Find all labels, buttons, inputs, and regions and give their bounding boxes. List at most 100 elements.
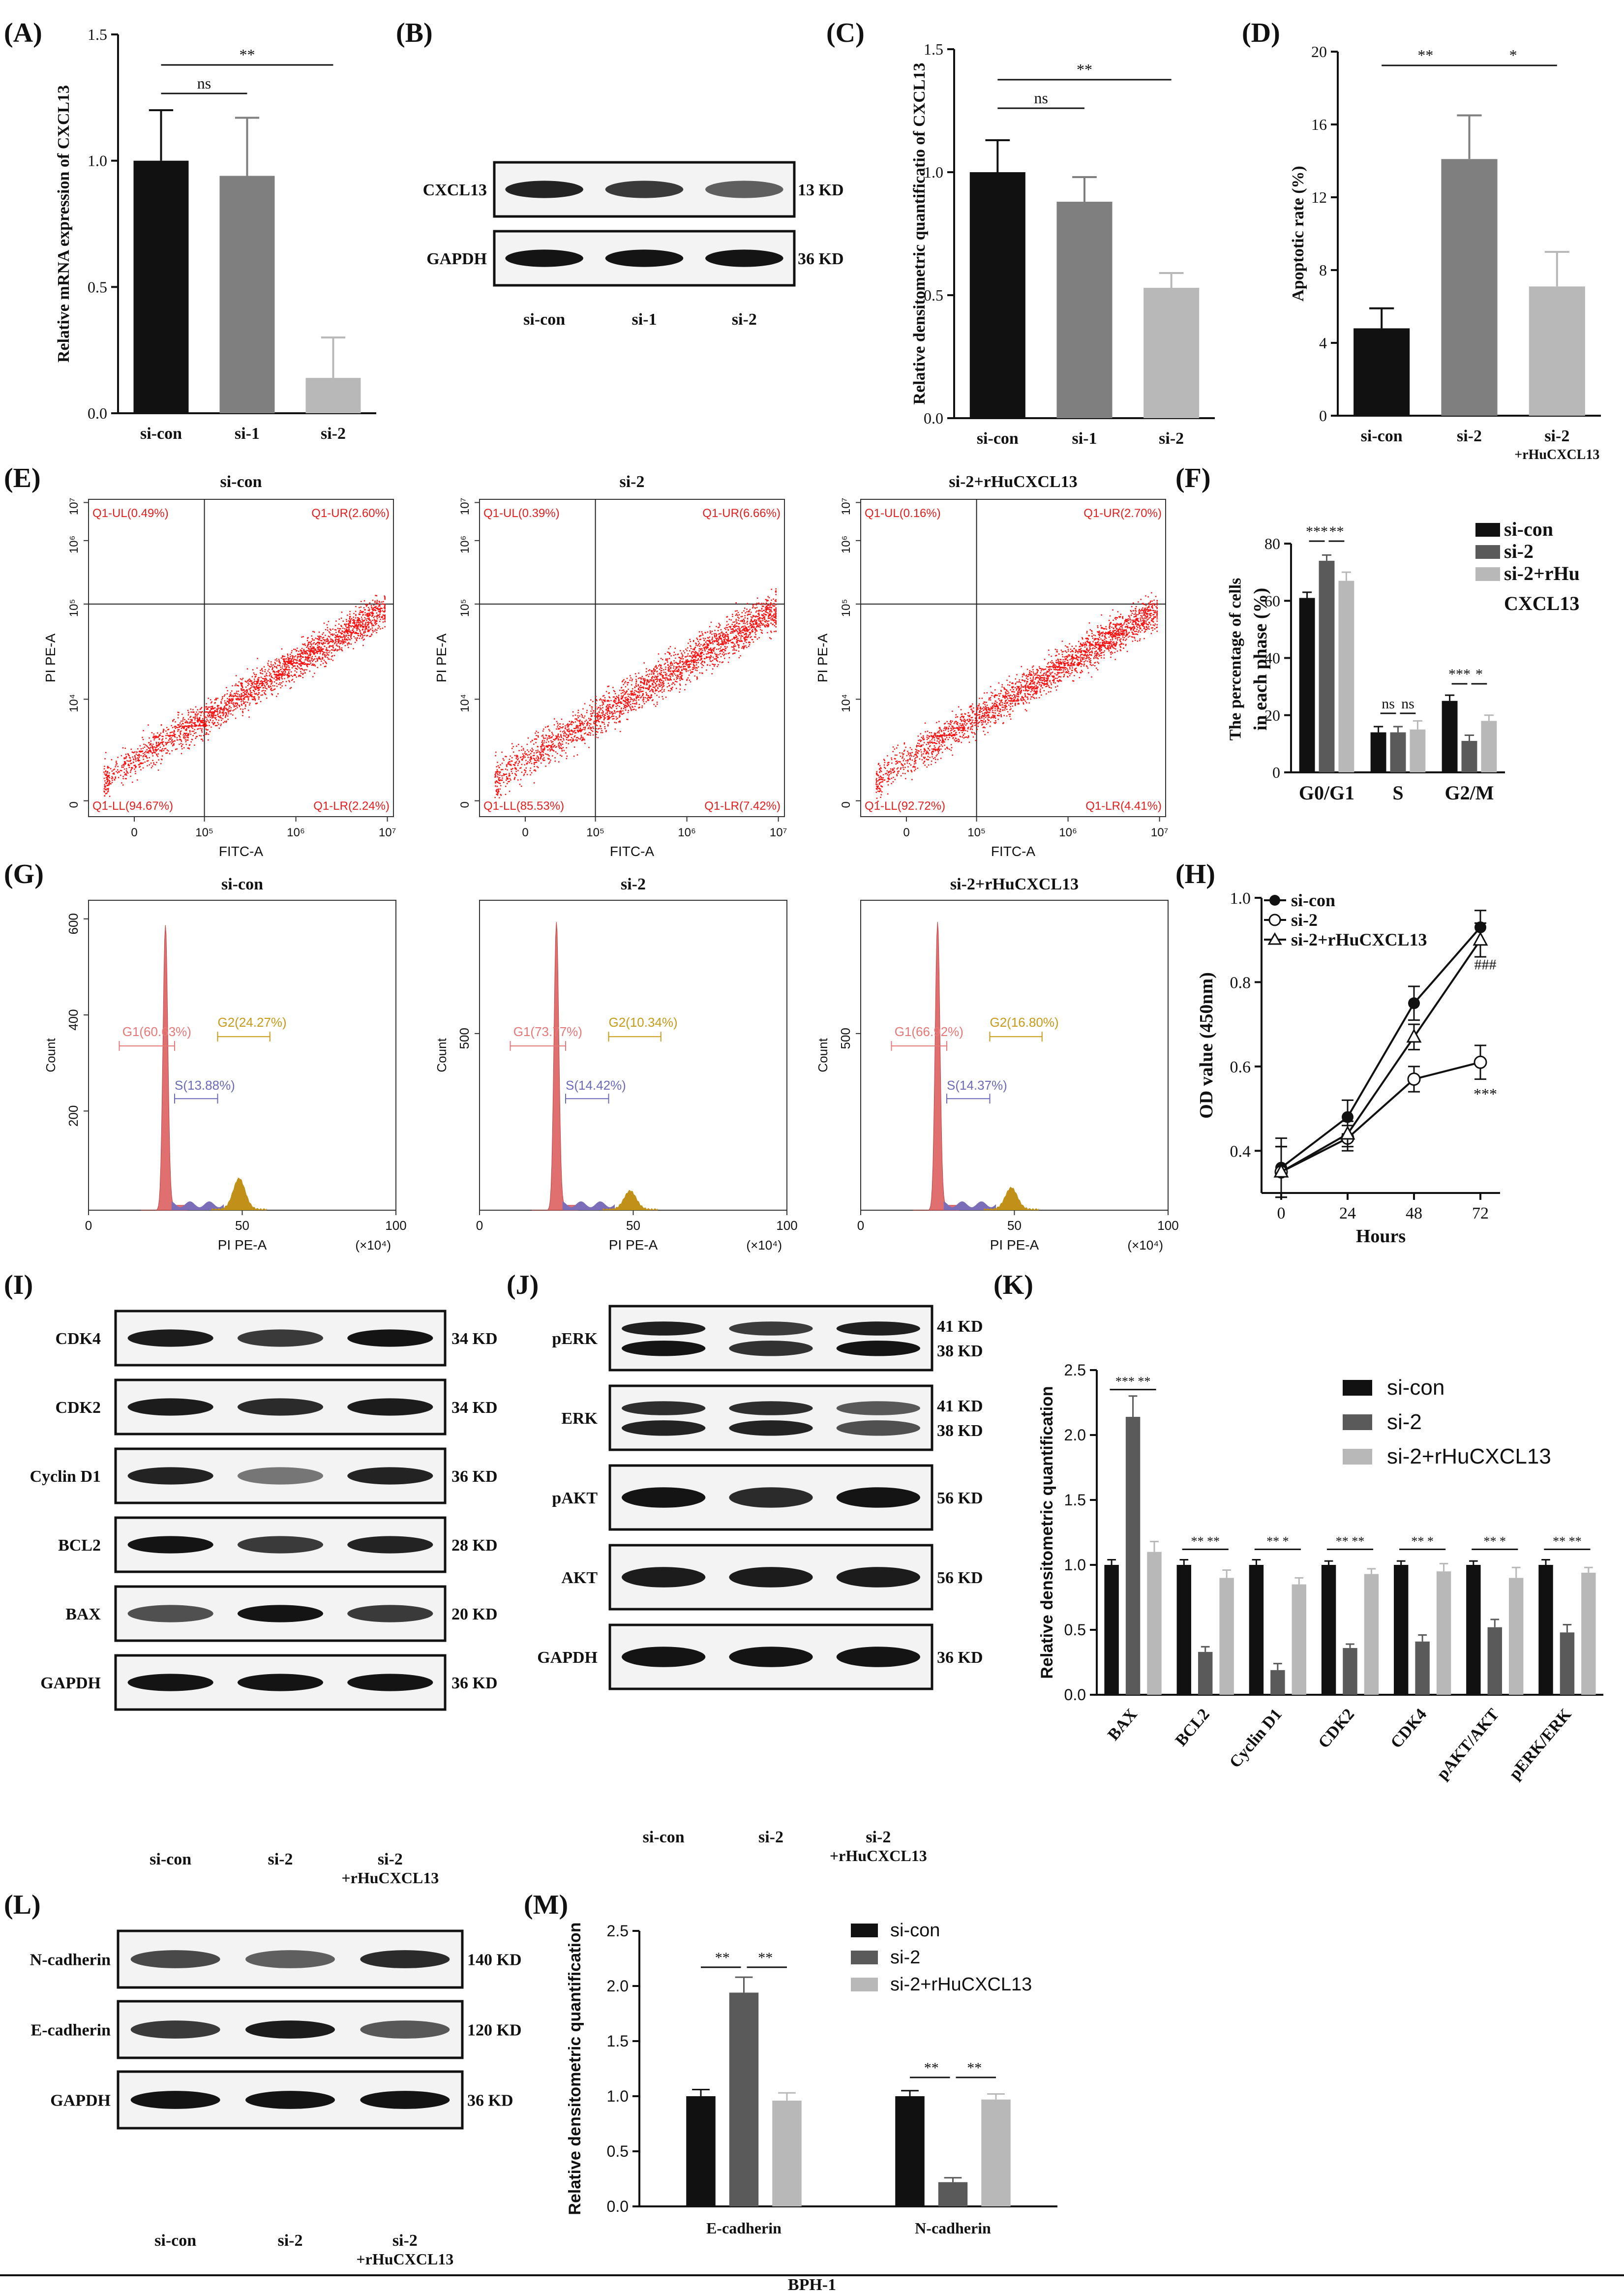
bar (1249, 1565, 1264, 1695)
protein-band (237, 1398, 324, 1416)
blot-lane-label: si-2 (378, 1850, 403, 1868)
protein-band (705, 249, 783, 267)
x-tick-label: 0 (857, 1218, 864, 1233)
blot-lane-label: si-2 (732, 310, 757, 329)
blot-lane-label: si-con (643, 1828, 685, 1846)
histogram-plot: G1(66.92%) G2(16.80%) S(14.37%) si-2+rHuCXC… (815, 875, 1179, 1253)
y-tick-label: 0 (840, 801, 853, 808)
y-tick-label: 10⁷ (840, 498, 853, 515)
y-tick-label: 20 (1264, 706, 1280, 724)
x-tick-label: 0 (131, 826, 137, 839)
protein-band (836, 1341, 920, 1356)
blot-lane-label: si-con (150, 1850, 191, 1868)
bar (1176, 1565, 1191, 1695)
protein-band (360, 2020, 450, 2039)
blot-row-label: GAPDH (40, 1674, 101, 1692)
legend-swatch (851, 1978, 878, 1991)
y-axis-title: Count (43, 1038, 58, 1072)
plot-title: si-2+rHuCXCL13 (949, 473, 1077, 491)
x-tick-label: 0 (522, 826, 528, 839)
significance-label: ** ** (1191, 1534, 1220, 1548)
g2-label: G2(16.80%) (990, 1015, 1059, 1030)
blot-frame (608, 1305, 933, 1372)
y-tick-label: 0 (1272, 764, 1280, 781)
g2-peak (602, 1190, 658, 1210)
protein-band (127, 1467, 213, 1485)
x-tick-label: 10⁷ (1151, 826, 1168, 839)
g2-peak (984, 1187, 1039, 1210)
y-tick-label: 0 (1319, 407, 1327, 425)
y-tick-label: 20 (1311, 43, 1327, 61)
blot-kd-label: 41 KD (937, 1317, 983, 1336)
x-axis-title: PI PE-A (609, 1237, 658, 1253)
x-tick-label: si-2 (1544, 427, 1569, 445)
x-axis-title: FITC-A (219, 844, 264, 859)
x-tick-label: 24 (1339, 1204, 1356, 1222)
bar (1560, 1632, 1575, 1695)
blot-row-label: pERK (552, 1330, 598, 1348)
bar (1321, 1565, 1336, 1695)
quadrant-LR: Q1-LR(4.41%) (1085, 799, 1162, 813)
legend-swatch (1475, 523, 1500, 537)
quadrant-UR: Q1-UR(2.70%) (1083, 507, 1162, 520)
g1-label: G1(60.63%) (122, 1024, 191, 1039)
significance-label: * (1509, 46, 1517, 64)
bar (1370, 732, 1386, 772)
x-axis-title: PI PE-A (218, 1237, 267, 1253)
legend-swatch (1343, 1414, 1372, 1430)
protein-band (130, 2091, 220, 2109)
s-phase-region (562, 1201, 615, 1210)
protein-band (127, 1398, 213, 1416)
y-tick-label: 0.6 (1230, 1058, 1251, 1076)
y-axis-title: Relative densitometric quantification (1038, 1386, 1056, 1679)
bar (969, 172, 1025, 418)
significance-label: ** (1329, 523, 1344, 540)
y-tick-label: 0.4 (1230, 1142, 1251, 1161)
x-axis-title: FITC-A (610, 844, 655, 859)
bar (895, 2096, 925, 2206)
blot-lane-label: si-2 (392, 2231, 418, 2250)
legend-label: si-con (890, 1920, 940, 1941)
legend-label: si-con (1291, 890, 1335, 910)
blot-kd-label: 56 KD (937, 1569, 983, 1587)
y-axis-title: OD value (450nm) (1196, 972, 1217, 1119)
panel-label: (I) (4, 1270, 33, 1300)
data-point (1407, 1072, 1421, 1086)
significance-label: *** (1448, 666, 1471, 682)
legend-swatch (1475, 567, 1500, 581)
protein-band (836, 1647, 920, 1667)
y-tick-label: 0.5 (607, 2142, 629, 2160)
blot-row-label: BAX (65, 1605, 101, 1623)
protein-band (836, 1487, 920, 1508)
event-points (494, 588, 777, 798)
protein-band (347, 1605, 433, 1622)
legend-label: si-con (1387, 1375, 1444, 1400)
protein-band (505, 181, 583, 198)
x-tick-label: 0 (1277, 1204, 1286, 1222)
y-tick-label: 10⁷ (67, 498, 81, 515)
panel-label: (K) (993, 1270, 1033, 1300)
y-tick-label: 10⁶ (840, 536, 853, 554)
blot-row-label: N-cadherin (30, 1951, 111, 1969)
data-point (1273, 1163, 1289, 1178)
blot-lane-label: +rHuCXCL13 (341, 1869, 439, 1887)
protein-band (360, 1950, 450, 1968)
y-tick-label: 0.5 (1064, 1621, 1086, 1639)
x-tick-label: pERK/ERK (1505, 1705, 1575, 1783)
plot-frame (479, 499, 785, 817)
y-tick-label: 0 (67, 801, 81, 808)
protein-band (622, 1321, 706, 1336)
protein-band (729, 1567, 813, 1588)
y-axis-title: Apoptotic rate (%) (1289, 166, 1307, 302)
panel-label: (D) (1242, 18, 1280, 48)
blot-kd-label: 38 KD (937, 1422, 983, 1440)
y-tick-label: 10⁴ (840, 694, 853, 712)
significance-label: ** (715, 1950, 730, 1966)
blot-row-label: Cyclin D1 (30, 1467, 101, 1486)
blot-lane-label: si-con (154, 2231, 196, 2250)
protein-band (505, 249, 583, 267)
grouped-bar-chart-F: 0 20 40 60 80 G0/G1 S G2/M The percentage of cel… (1227, 518, 1580, 804)
y-axis-title: PI PE-A (434, 633, 449, 682)
significance-label: *** ** (1115, 1375, 1151, 1389)
protein-band (347, 1398, 433, 1416)
